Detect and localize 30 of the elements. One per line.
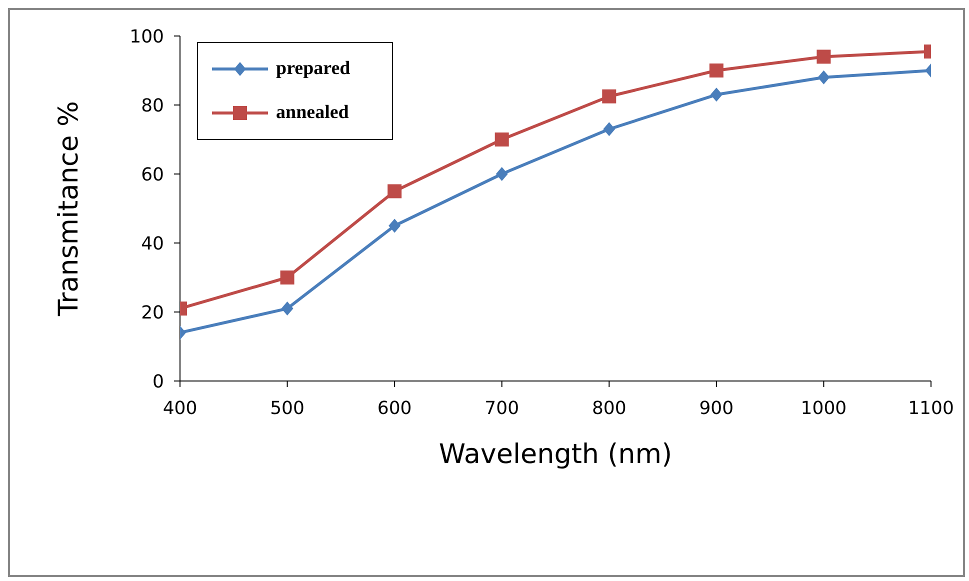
- x-axis-title: Wavelength (nm): [438, 439, 672, 470]
- x-tick-label: 400: [162, 398, 198, 419]
- y-tick-label: 60: [141, 164, 164, 186]
- y-tick-label: 0: [152, 371, 164, 392]
- x-tick-label: 900: [699, 398, 734, 419]
- point: [818, 70, 830, 84]
- y-tick-label: 20: [141, 302, 164, 324]
- x-tick-label: 1000: [800, 398, 847, 419]
- point: [603, 122, 616, 136]
- x-tick-label: 800: [592, 398, 626, 419]
- y-tick-label: 40: [141, 233, 164, 254]
- point: [710, 88, 722, 102]
- legend-label: prepared: [276, 58, 350, 80]
- x-tick-label: 600: [377, 398, 412, 419]
- point: [280, 270, 294, 284]
- point: [816, 50, 831, 64]
- point: [388, 184, 402, 198]
- x-tick-label: 700: [484, 398, 520, 419]
- point: [494, 132, 509, 146]
- point: [709, 64, 724, 78]
- legend-label: annealed: [276, 102, 349, 124]
- point: [496, 167, 508, 181]
- y-tick-label: 100: [130, 26, 164, 48]
- point: [602, 89, 616, 104]
- x-tick-label: 500: [270, 398, 304, 419]
- y-tick-label: 80: [141, 95, 164, 116]
- y-axis-title: Transmitance %: [54, 100, 85, 318]
- point: [281, 302, 294, 316]
- point: [388, 218, 401, 233]
- x-tick-label: 1100: [908, 398, 954, 419]
